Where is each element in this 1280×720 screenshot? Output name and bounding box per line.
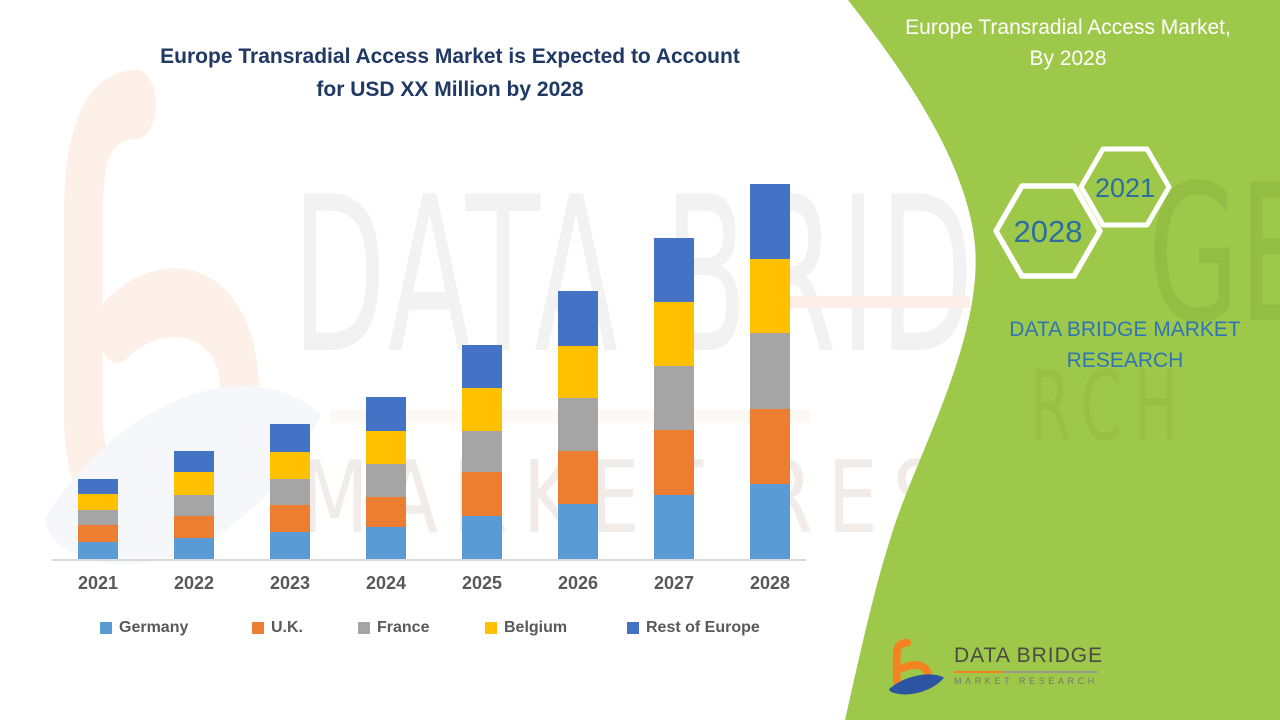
legend-swatch-icon bbox=[252, 622, 264, 634]
panel-brand-text: DATA BRIDGE MARKET RESEARCH bbox=[965, 314, 1280, 376]
bar-segment-france bbox=[750, 333, 790, 409]
bar-segment-rest-of-europe bbox=[750, 184, 790, 259]
x-axis-label-2023: 2023 bbox=[269, 573, 311, 593]
bar-segment-belgium bbox=[558, 346, 598, 398]
bar-2026 bbox=[558, 291, 598, 559]
data-bridge-logo-icon bbox=[888, 638, 945, 695]
chart-legend: Germany U.K. France Belgium Rest of Europe bbox=[0, 619, 860, 639]
bar-segment-germany bbox=[654, 495, 694, 559]
bar-segment-belgium bbox=[654, 302, 694, 366]
bar-segment-belgium bbox=[366, 431, 406, 464]
legend-label: Belgium bbox=[504, 619, 568, 636]
legend-label: Rest of Europe bbox=[646, 619, 760, 636]
chart-title-line2: for USD XX Million by 2028 bbox=[316, 78, 584, 101]
panel-title: Europe Transradial Access Market, By 202… bbox=[862, 12, 1274, 74]
footer-logo-rule bbox=[954, 671, 1098, 673]
bar-segment-france bbox=[558, 398, 598, 451]
chart-title: Europe Transradial Access Market is Expe… bbox=[90, 40, 810, 106]
x-axis-label-2022: 2022 bbox=[173, 573, 215, 593]
panel-brand-line1: DATA BRIDGE MARKET bbox=[1009, 318, 1241, 341]
legend-item-u-k-: U.K. bbox=[252, 619, 303, 637]
x-axis-label-2027: 2027 bbox=[653, 573, 695, 593]
legend-swatch-icon bbox=[358, 622, 370, 634]
footer-logo-name: DATA BRIDGE bbox=[954, 644, 1104, 667]
legend-label: Germany bbox=[119, 619, 189, 636]
x-axis-label-2021: 2021 bbox=[77, 573, 119, 593]
hexagon-2028 bbox=[993, 183, 1103, 279]
legend-swatch-icon bbox=[627, 622, 639, 634]
legend-item-belgium: Belgium bbox=[485, 619, 567, 637]
bar-segment-u-k- bbox=[654, 430, 694, 495]
bar-segment-rest-of-europe bbox=[558, 291, 598, 346]
legend-swatch-icon bbox=[485, 622, 497, 634]
x-axis-label-2026: 2026 bbox=[557, 573, 599, 593]
x-axis-label-2025: 2025 bbox=[461, 573, 503, 593]
legend-item-germany: Germany bbox=[100, 619, 188, 637]
bar-segment-france bbox=[366, 464, 406, 497]
bar-segment-germany bbox=[462, 516, 502, 559]
hexagon-2021 bbox=[1078, 146, 1172, 228]
bar-segment-rest-of-europe bbox=[462, 345, 502, 388]
bar-segment-u-k- bbox=[558, 451, 598, 504]
legend-label: U.K. bbox=[271, 619, 303, 636]
legend-label: France bbox=[377, 619, 430, 636]
legend-item-france: France bbox=[358, 619, 429, 637]
chart-title-line1: Europe Transradial Access Market is Expe… bbox=[160, 45, 740, 68]
x-axis-label-2024: 2024 bbox=[365, 573, 407, 593]
bar-segment-belgium bbox=[462, 388, 502, 431]
x-axis-line bbox=[52, 559, 806, 561]
bar-segment-rest-of-europe bbox=[654, 238, 694, 302]
panel-title-line2: By 2028 bbox=[1029, 47, 1107, 70]
bar-segment-germany bbox=[558, 504, 598, 559]
hexagon-2021-label: 2021 bbox=[1095, 173, 1155, 203]
bar-segment-u-k- bbox=[462, 472, 502, 516]
legend-item-rest-of-europe: Rest of Europe bbox=[627, 619, 760, 637]
footer-logo: DATA BRIDGE MARKET RESEARCH bbox=[886, 638, 1103, 696]
legend-swatch-icon bbox=[100, 622, 112, 634]
year-hexagons: 2028 2021 bbox=[993, 146, 1172, 279]
bar-segment-u-k- bbox=[366, 497, 406, 527]
footer-logo-subtitle: MARKET RESEARCH bbox=[954, 676, 1098, 686]
bar-2025 bbox=[462, 345, 502, 559]
bar-segment-germany bbox=[750, 484, 790, 559]
panel-brand-line2: RESEARCH bbox=[1066, 349, 1184, 372]
x-axis-label-2028: 2028 bbox=[749, 573, 791, 593]
hexagon-2028-label: 2028 bbox=[1014, 214, 1083, 249]
panel-title-line1: Europe Transradial Access Market, bbox=[905, 16, 1231, 39]
bar-segment-france bbox=[462, 431, 502, 472]
bar-segment-germany bbox=[366, 527, 406, 559]
